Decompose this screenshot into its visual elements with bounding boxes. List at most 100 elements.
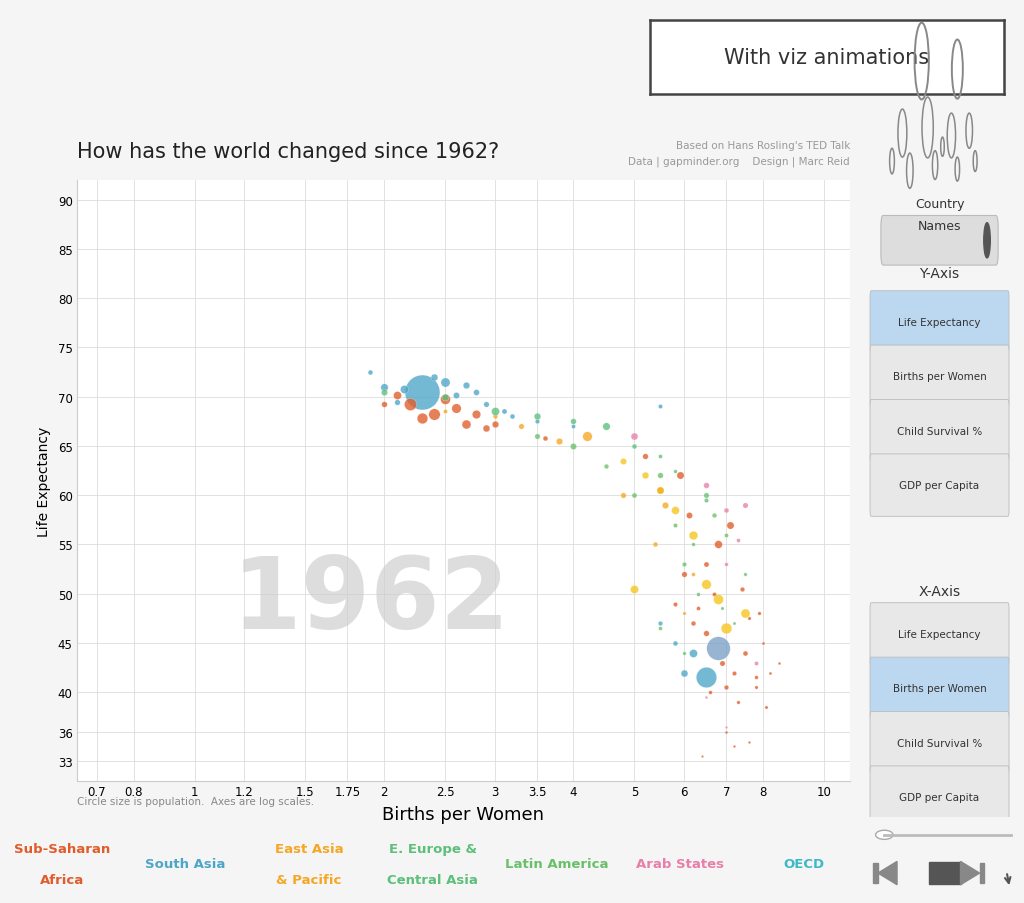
Point (667, 636, 683, 650)
Point (707, 587, 723, 601)
Point (551, 434, 567, 449)
Point (726, 617, 742, 631)
Point (676, 646, 692, 660)
Point (401, 398, 418, 413)
Point (689, 601, 706, 616)
Point (496, 405, 512, 419)
Text: With viz animations: With viz animations (724, 48, 930, 68)
Point (715, 656, 731, 670)
Text: Data | gapminder.org    Design | Marc Reid: Data | gapminder.org Design | Marc Reid (629, 156, 850, 167)
Point (537, 432, 553, 446)
Point (627, 582, 643, 596)
FancyBboxPatch shape (870, 766, 1009, 828)
Point (755, 636, 771, 650)
Point (389, 388, 406, 403)
Text: OECD: OECD (783, 857, 824, 870)
Point (615, 489, 632, 503)
Point (579, 429, 595, 443)
Point (737, 607, 754, 621)
Point (468, 385, 484, 399)
Text: Africa: Africa (40, 873, 84, 886)
Text: Child Survival %: Child Survival % (897, 426, 982, 436)
Point (685, 527, 701, 542)
Point (667, 503, 683, 517)
Point (565, 439, 582, 453)
Text: Y-Axis: Y-Axis (920, 266, 959, 281)
Point (726, 740, 742, 754)
Point (740, 611, 757, 626)
Point (528, 429, 545, 443)
Point (468, 407, 484, 422)
Point (652, 449, 669, 463)
Point (627, 429, 643, 443)
Point (698, 690, 715, 704)
Text: Circle size is population.  Axes are log scales.: Circle size is population. Axes are log … (77, 796, 314, 805)
Point (762, 666, 778, 680)
Point (748, 680, 764, 694)
Point (698, 577, 715, 591)
Point (504, 410, 520, 424)
Point (597, 420, 613, 434)
Point (718, 724, 734, 739)
Text: Arab States: Arab States (636, 857, 724, 870)
Point (652, 469, 669, 483)
FancyBboxPatch shape (870, 603, 1009, 666)
Point (718, 503, 734, 517)
Text: Names: Names (918, 219, 962, 233)
Point (426, 407, 442, 422)
Point (672, 469, 688, 483)
Point (565, 414, 582, 429)
Point (652, 400, 669, 414)
Point (652, 483, 669, 498)
Point (711, 641, 727, 656)
Point (771, 656, 787, 670)
Point (637, 469, 653, 483)
Point (698, 557, 715, 572)
Point (376, 385, 392, 399)
Text: Child Survival %: Child Survival % (897, 738, 982, 748)
Text: GDP per Capita: GDP per Capita (899, 480, 980, 490)
Point (685, 537, 701, 552)
Point (702, 685, 719, 700)
Bar (873, 863, 878, 883)
Point (652, 621, 669, 636)
Polygon shape (961, 861, 980, 885)
Point (698, 489, 715, 503)
Point (389, 395, 406, 409)
Point (528, 410, 545, 424)
Point (627, 439, 643, 453)
Text: South Asia: South Asia (145, 857, 225, 870)
Point (414, 385, 430, 399)
FancyBboxPatch shape (870, 346, 1009, 408)
Text: East Asia: East Asia (274, 842, 343, 855)
Text: Latin America: Latin America (505, 857, 608, 870)
Bar (980, 863, 984, 883)
Text: How has the world changed since 1962?: How has the world changed since 1962? (77, 142, 499, 162)
Point (685, 646, 701, 660)
FancyBboxPatch shape (870, 454, 1009, 517)
Text: E. Europe &: E. Europe & (389, 842, 476, 855)
Text: & Pacific: & Pacific (276, 873, 342, 886)
Point (681, 508, 697, 523)
Point (458, 378, 474, 393)
Point (477, 398, 494, 413)
Text: Country: Country (914, 199, 965, 211)
Point (437, 375, 454, 389)
Point (740, 734, 757, 749)
Point (718, 680, 734, 694)
Point (486, 405, 503, 419)
Y-axis label: Life Expectancy: Life Expectancy (37, 426, 51, 535)
Point (437, 405, 454, 419)
Point (647, 537, 664, 552)
Point (685, 617, 701, 631)
FancyBboxPatch shape (881, 216, 998, 265)
Point (361, 366, 378, 380)
Point (667, 597, 683, 611)
Point (737, 567, 754, 582)
Point (737, 646, 754, 660)
Point (676, 607, 692, 621)
Point (758, 700, 774, 714)
Point (748, 656, 764, 670)
Point (447, 388, 464, 403)
Point (730, 533, 746, 547)
